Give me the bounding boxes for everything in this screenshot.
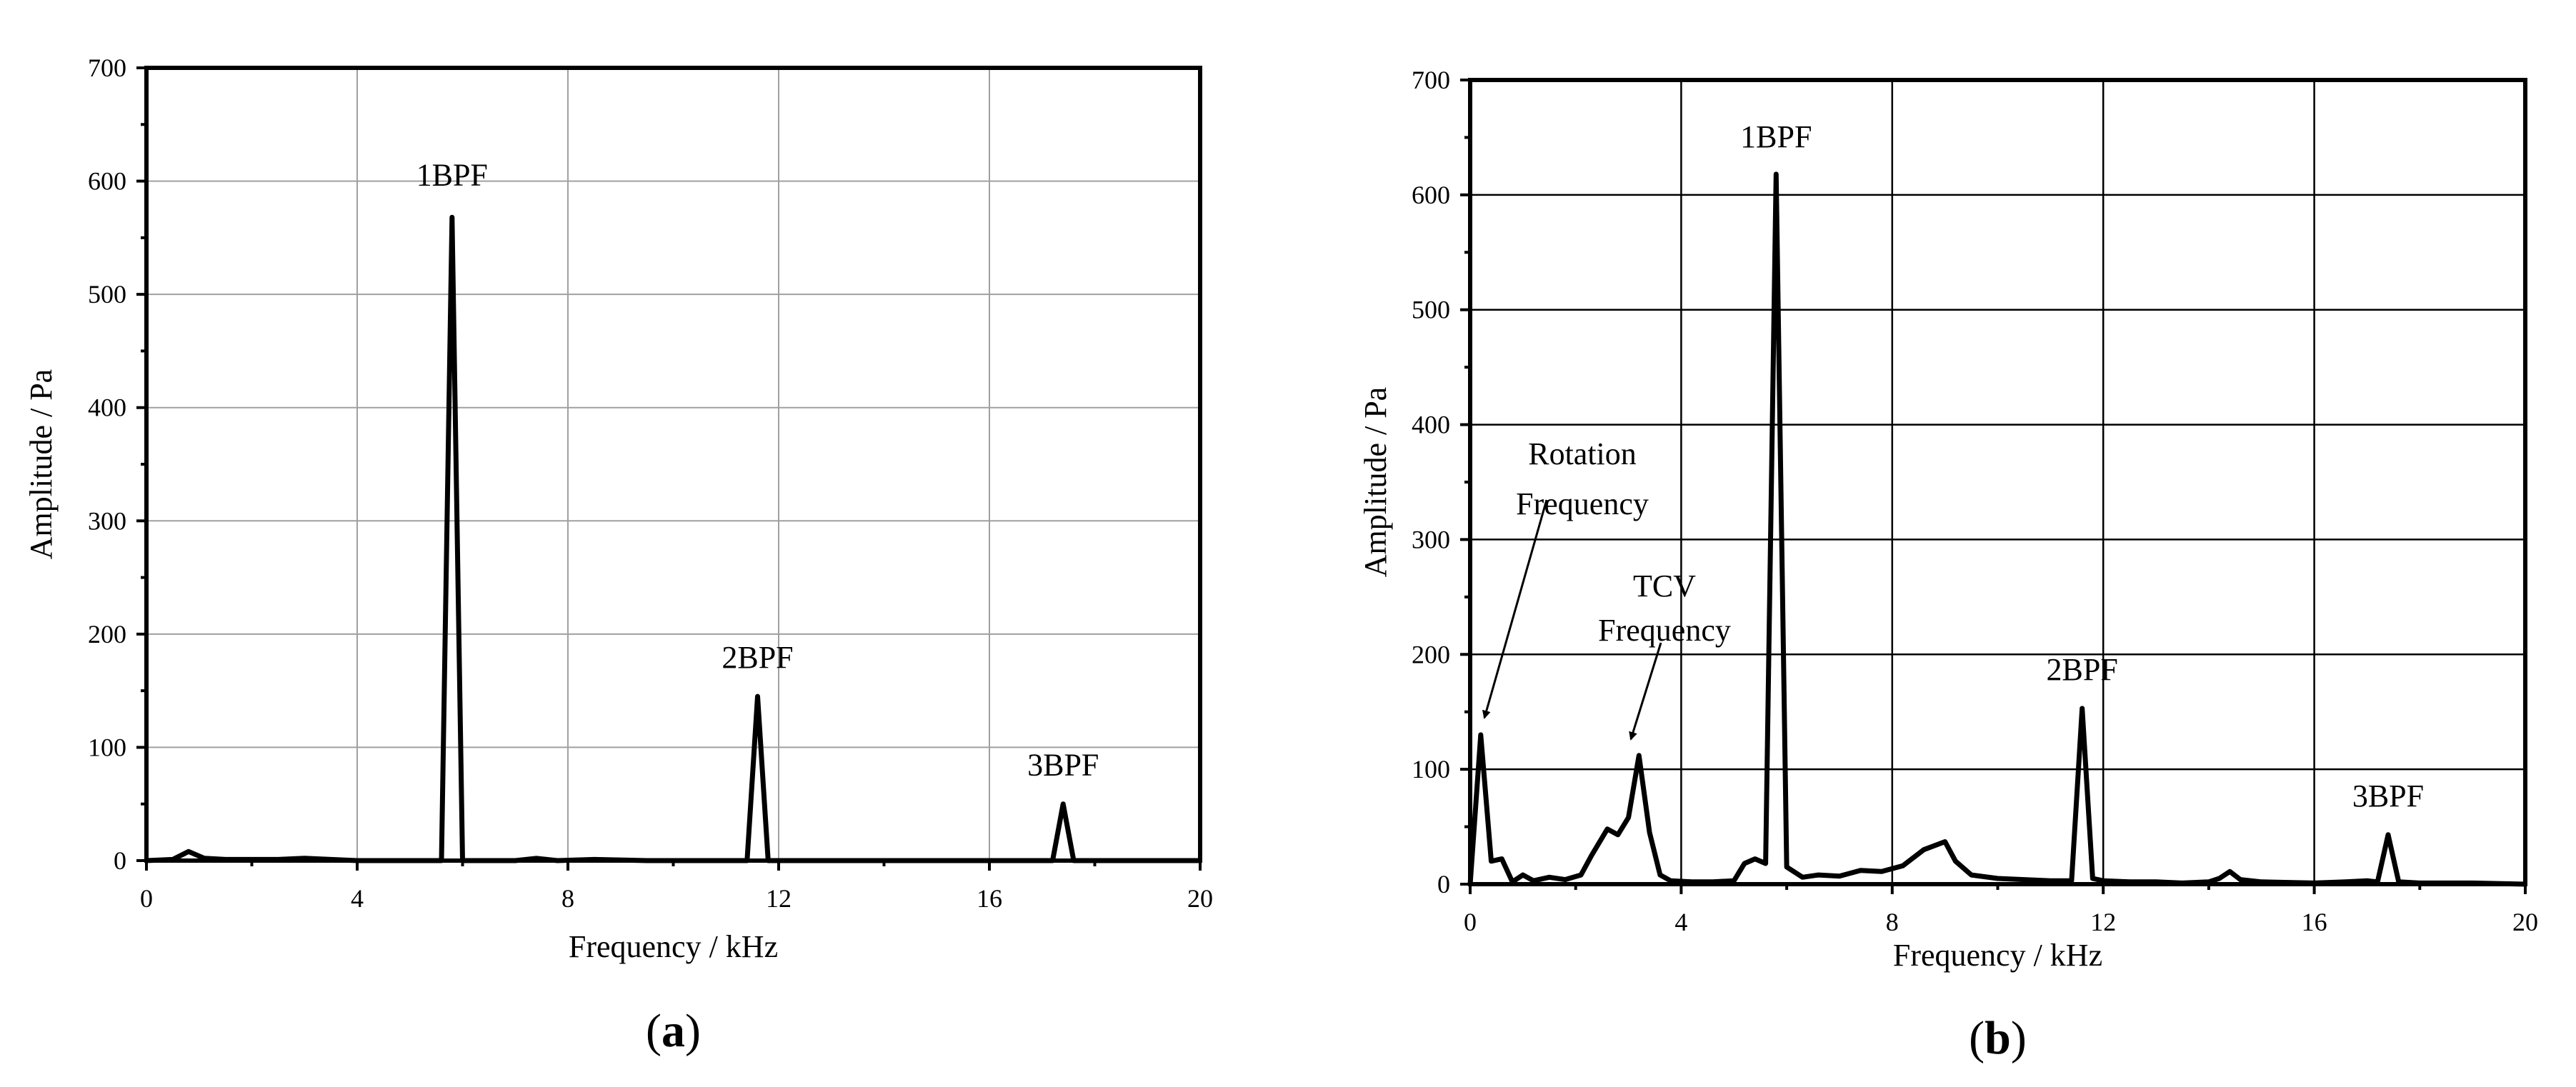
annotation-arrow — [1482, 499, 1548, 719]
plot-frame — [144, 66, 1202, 863]
x-axis-title: Frequency / kHz — [569, 929, 778, 964]
y-tick-label: 600 — [88, 167, 126, 196]
peak-label: 3BPF — [1027, 748, 1099, 783]
x-tick-label: 12 — [766, 884, 792, 913]
y-tick-label: 600 — [1412, 181, 1450, 209]
y-tick-label: 400 — [88, 394, 126, 422]
y-tick-label: 0 — [114, 846, 126, 875]
y-tick-label: 100 — [1412, 755, 1450, 783]
peak-label: 1BPF — [1740, 119, 1812, 154]
chart-panel-b: 0 4 8 12 16 200100200300400500600700Frequency… — [1358, 66, 2538, 1064]
x-tick-label: 20 — [1187, 884, 1213, 913]
y-tick-label: 200 — [1412, 640, 1450, 668]
chart-panel-a: 0 4 8 12 16 200100200300400500600700Frequency… — [24, 54, 1213, 1057]
y-tick-label: 500 — [1412, 296, 1450, 324]
y-axis-title: Amplitude / Pa — [1358, 387, 1393, 577]
x-tick-label: 12 — [2090, 908, 2116, 936]
x-tick-label: 4 — [1674, 908, 1687, 936]
plot-frame — [1468, 78, 2527, 886]
y-tick-label: 0 — [1437, 870, 1450, 898]
series-line — [1467, 171, 2526, 887]
x-tick-label: 16 — [977, 884, 1002, 913]
y-tick-label: 700 — [1412, 66, 1450, 94]
peak-label: 1BPF — [416, 157, 488, 192]
y-tick-label: 100 — [88, 733, 126, 761]
x-tick-label: 8 — [1886, 908, 1899, 936]
x-tick-label: 0 — [1464, 908, 1477, 936]
annotation: TCV Frequency — [1598, 568, 1731, 648]
y-tick-label: 400 — [1412, 411, 1450, 439]
y-tick-label: 300 — [88, 506, 126, 535]
panel-label: (a) — [646, 1005, 701, 1057]
y-tick-label: 200 — [88, 620, 126, 648]
x-tick-label: 20 — [2512, 908, 2538, 936]
x-tick-label: 0 — [140, 884, 153, 913]
x-tick-label: 16 — [2302, 908, 2327, 936]
peak-label: 2BPF — [722, 640, 793, 675]
y-tick-label: 700 — [88, 54, 126, 82]
y-axis-title: Amplitude / Pa — [24, 369, 59, 559]
y-tick-label: 300 — [1412, 525, 1450, 553]
peak-label: 3BPF — [2352, 778, 2424, 813]
x-tick-label: 8 — [561, 884, 574, 913]
annotation: Rotation Frequency — [1516, 436, 1649, 521]
x-tick-label: 4 — [351, 884, 364, 913]
annotation-arrow — [1629, 642, 1662, 741]
peak-label: 2BPF — [2047, 652, 2118, 687]
x-axis-title: Frequency / kHz — [1893, 938, 2102, 973]
panel-label: (b) — [1969, 1012, 2027, 1064]
y-tick-label: 500 — [88, 280, 126, 309]
